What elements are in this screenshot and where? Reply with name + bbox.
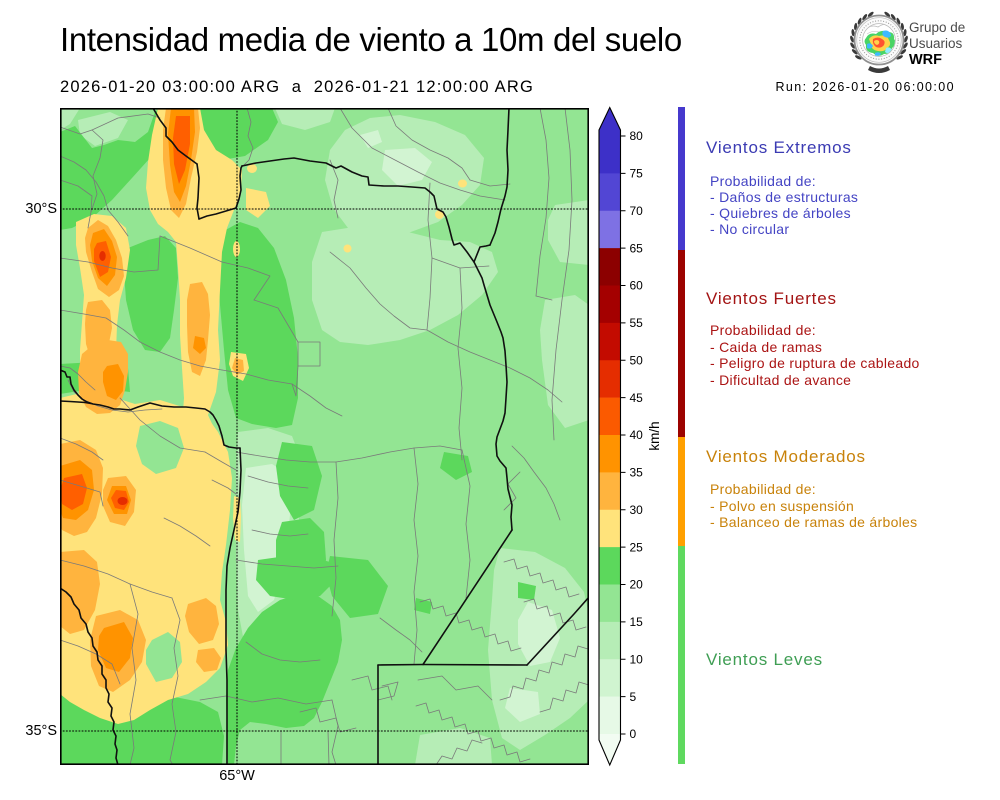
svg-text:45: 45 xyxy=(630,391,644,405)
svg-text:55: 55 xyxy=(630,316,644,330)
svg-text:Grupo de: Grupo de xyxy=(909,20,965,35)
svg-text:80: 80 xyxy=(630,129,644,143)
svg-text:75: 75 xyxy=(630,167,644,181)
svg-text:50: 50 xyxy=(630,353,644,367)
svg-text:Usuarios: Usuarios xyxy=(909,36,963,51)
svg-text:65: 65 xyxy=(630,241,644,255)
svg-text:5: 5 xyxy=(630,690,637,704)
svg-text:40: 40 xyxy=(630,428,644,442)
svg-text:20: 20 xyxy=(630,578,644,592)
svg-text:WRF: WRF xyxy=(909,52,942,68)
svg-text:10: 10 xyxy=(630,652,644,666)
svg-text:0: 0 xyxy=(630,727,637,741)
svg-text:km/h: km/h xyxy=(647,421,662,450)
svg-text:60: 60 xyxy=(630,279,644,293)
svg-text:25: 25 xyxy=(630,540,644,554)
svg-text:35: 35 xyxy=(630,466,644,480)
svg-text:15: 15 xyxy=(630,615,644,629)
svg-text:30: 30 xyxy=(630,503,644,517)
svg-text:70: 70 xyxy=(630,204,644,218)
